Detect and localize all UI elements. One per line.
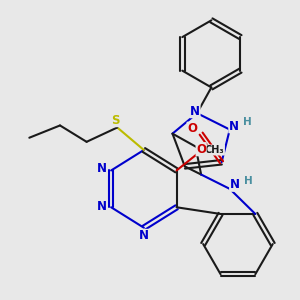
Text: H: H bbox=[244, 176, 253, 187]
Text: CH₃: CH₃ bbox=[205, 145, 224, 155]
Text: N: N bbox=[230, 178, 240, 191]
Text: S: S bbox=[111, 114, 119, 127]
Text: N: N bbox=[139, 230, 149, 242]
Text: N: N bbox=[97, 200, 107, 213]
Text: N: N bbox=[229, 120, 239, 133]
Text: N: N bbox=[97, 162, 107, 175]
Text: O: O bbox=[187, 122, 197, 135]
Text: H: H bbox=[243, 117, 251, 127]
Text: O: O bbox=[196, 143, 206, 156]
Text: N: N bbox=[190, 105, 200, 118]
